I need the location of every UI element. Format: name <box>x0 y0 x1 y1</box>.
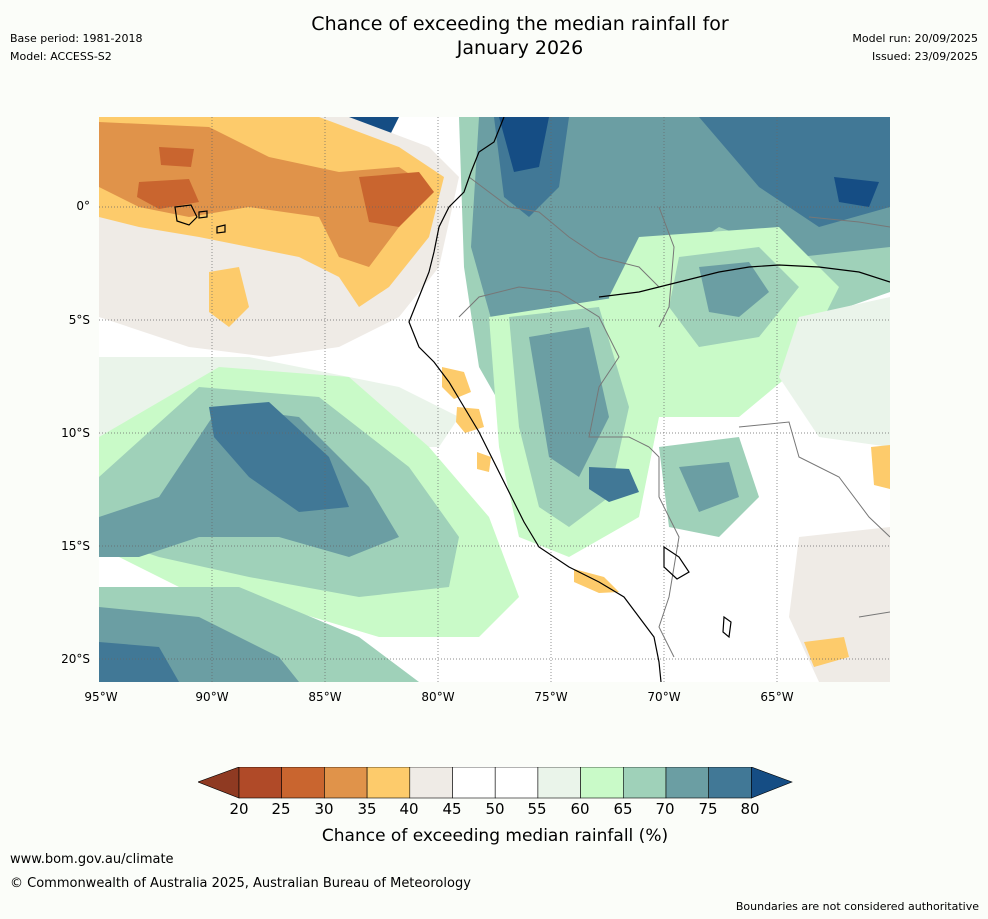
colorbar-cell-65-70 <box>622 767 667 799</box>
title-line-1: Chance of exceeding the median rainfall … <box>311 13 729 35</box>
border-bolivia-brazil <box>738 421 890 538</box>
colorbar <box>198 767 793 799</box>
colorbar-tick-25: 25 <box>271 800 291 818</box>
field-peru-40a <box>442 367 471 399</box>
map-title: Chance of exceeding the median rainfall … <box>200 12 840 60</box>
border-chile-bolivia <box>658 566 675 658</box>
coastline-pacific <box>408 117 662 682</box>
colorbar-tick-60: 60 <box>570 800 590 818</box>
lat-label-10s: 10°S <box>61 426 90 440</box>
colorbar-cell-20-25 <box>238 767 283 799</box>
colorbar-cell-70-75 <box>665 767 710 799</box>
colorbar-tick-45: 45 <box>442 800 462 818</box>
coastline <box>174 117 890 682</box>
field-pacific-40b <box>209 267 249 327</box>
lake-titicaca <box>663 545 690 580</box>
colorbar-tick-35: 35 <box>357 800 377 818</box>
colorbar-tick-80: 80 <box>740 800 760 818</box>
field-peru-40b <box>456 407 484 433</box>
lon-label-70w: 70°W <box>647 690 681 704</box>
lake-poopo <box>722 615 732 639</box>
coastline-amazon-river <box>598 264 890 298</box>
colorbar-cell-25-30 <box>281 767 325 799</box>
colorbar-cell-30-35 <box>324 767 368 799</box>
colorbar-cell-75-80 <box>708 767 752 799</box>
lon-label-65w: 65°W <box>760 690 794 704</box>
map-canvas <box>99 117 890 682</box>
title-line-2: January 2026 <box>456 37 584 59</box>
colorbar-label: Chance of exceeding median rainfall (%) <box>321 826 669 846</box>
island-galapagos-3 <box>216 224 226 234</box>
footer-url: www.bom.gov.au/climate <box>10 852 174 867</box>
rainfall-map <box>99 117 890 682</box>
model-text: Model: ACCESS-S2 <box>10 50 112 63</box>
lon-label-85w: 85°W <box>308 690 342 704</box>
colorbar-cell-above-80 <box>751 767 793 799</box>
colorbar-cell-50-55 <box>494 767 539 799</box>
lon-label-90w: 90°W <box>195 690 229 704</box>
border-venezuela <box>658 206 675 328</box>
field-peru-40c <box>477 452 491 472</box>
colorbar-tick-30: 30 <box>314 800 334 818</box>
footer-boundary-note: Boundaries are not considered authoritat… <box>735 900 979 913</box>
border-guiana <box>808 216 890 228</box>
field-east-40 <box>871 445 890 489</box>
field-andes-80 <box>589 467 639 502</box>
colorbar-cell-45-50 <box>452 767 496 799</box>
issued-text: Issued: 23/09/2025 <box>871 50 978 63</box>
colorbar-tick-65: 65 <box>613 800 633 818</box>
field-pacific-30 <box>359 172 434 227</box>
colorbar-cell-below-20 <box>198 767 240 799</box>
colorbar-tick-70: 70 <box>655 800 675 818</box>
model-run-text: Model run: 20/09/2025 <box>852 32 978 45</box>
field-sepac-75 <box>99 407 399 557</box>
border-peru-bolivia <box>648 446 680 568</box>
lat-label-5s: 5°S <box>68 313 90 327</box>
field-bolivia-75 <box>679 462 739 512</box>
field-brazil-75 <box>699 262 769 317</box>
colorbar-cell-35-40 <box>366 767 411 799</box>
base-period-text: Base period: 1981-2018 <box>10 32 143 45</box>
metadata-right: Model run: 20/09/2025 Issued: 23/09/2025 <box>852 30 978 66</box>
island-galapagos-2 <box>198 210 208 219</box>
lon-label-75w: 75°W <box>534 690 568 704</box>
metadata-left: Base period: 1981-2018 Model: ACCESS-S2 <box>10 30 142 66</box>
lat-label-20s: 20°S <box>61 652 90 666</box>
border-colombia <box>468 176 660 288</box>
lon-label-95w: 95°W <box>84 690 118 704</box>
border-southeast <box>858 611 890 618</box>
country-borders <box>458 176 890 658</box>
field-southeast-40 <box>804 637 849 667</box>
footer-copyright: © Commonwealth of Australia 2025, Austra… <box>10 876 471 891</box>
field-pacific-30b <box>137 179 199 209</box>
colorbar-cell-40-45 <box>409 767 453 799</box>
colorbar-tick-55: 55 <box>527 800 547 818</box>
field-amazon-dark2 <box>834 177 879 207</box>
lon-label-80w: 80°W <box>421 690 455 704</box>
colorbar-cell-55-60 <box>537 767 581 799</box>
colorbar-tick-40: 40 <box>399 800 419 818</box>
field-amazon-dark <box>499 117 549 172</box>
gridlines <box>99 117 890 682</box>
colorbar-tick-50: 50 <box>485 800 505 818</box>
colorbar-tick-20: 20 <box>229 800 249 818</box>
colorbar-cell-60-65 <box>580 767 624 799</box>
island-galapagos-1 <box>174 204 198 226</box>
field-east-55 <box>779 297 890 447</box>
field-sepac-80 <box>209 402 349 512</box>
field-andes-75 <box>529 327 609 477</box>
lat-label-0: 0° <box>76 199 90 213</box>
border-peru-brazil <box>458 286 650 448</box>
lat-label-15s: 15°S <box>61 539 90 553</box>
field-pacific-30c <box>159 147 194 167</box>
field-sepac-south80 <box>99 642 179 682</box>
colorbar-tick-75: 75 <box>698 800 718 818</box>
